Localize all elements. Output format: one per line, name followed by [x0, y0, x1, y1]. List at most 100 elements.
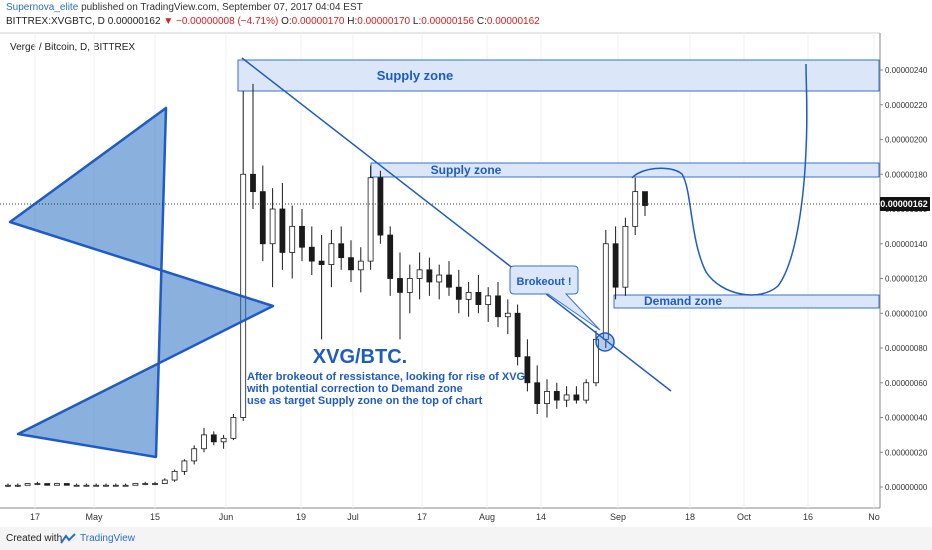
- supply-zone-mid-label: Supply zone: [431, 163, 502, 177]
- x-tick-label: Oct: [737, 512, 752, 522]
- tradingview-logo-icon: [60, 533, 76, 544]
- candle-body: [416, 269, 423, 279]
- candle-body: [279, 208, 286, 253]
- y-tick-label: 0.00000240: [885, 66, 928, 75]
- brokeout-label: Brokeout !: [517, 276, 572, 288]
- open-value: 0.00000170: [291, 16, 345, 27]
- y-tick-label: 0.00000100: [885, 309, 928, 318]
- candle-body: [436, 274, 443, 283]
- candle-body: [152, 483, 158, 485]
- candle-body: [632, 191, 639, 227]
- low-label: L:: [412, 16, 422, 27]
- created-with-text: Created with: [6, 533, 63, 544]
- candle-body: [289, 225, 296, 253]
- candle-body: [220, 437, 227, 443]
- y-tick-label: 0.00000080: [885, 344, 928, 353]
- candle-body: [259, 191, 266, 245]
- candle-body: [642, 191, 648, 206]
- price-chart[interactable]: 0.00000240 0.00000220 0.00000200 0.00000180…: [0, 0, 932, 527]
- star-drawing[interactable]: [8, 106, 275, 459]
- candle-body: [553, 391, 560, 401]
- x-tick-label: 18: [685, 512, 695, 522]
- supply-zone-top-label: Supply zone: [377, 68, 454, 83]
- symbol-line: BITTREX:XVGBTC, D: [6, 16, 105, 27]
- last-price: 0.00000162: [107, 16, 161, 27]
- x-tick-label: No: [868, 512, 880, 522]
- candle-body: [63, 483, 70, 486]
- chart-header: Supernova_elite published on TradingView…: [0, 0, 932, 32]
- candle-body: [54, 483, 60, 486]
- candle-body: [377, 177, 384, 236]
- published-text: published on TradingView.com, September …: [81, 2, 363, 13]
- demand-zone-label: Demand zone: [644, 294, 722, 308]
- candle-body: [14, 484, 21, 487]
- chart-title: Verge / Bitcoin, D, BITTREX: [10, 42, 136, 53]
- candle-body: [318, 260, 325, 265]
- candle-body: [132, 483, 139, 486]
- candle-body: [230, 417, 237, 439]
- candle-body: [602, 243, 609, 340]
- candle-body: [406, 278, 413, 293]
- y-tick-label: 0.00000180: [885, 170, 928, 179]
- projection-curve[interactable]: [631, 63, 808, 296]
- supply-zone-top[interactable]: [237, 59, 880, 92]
- candle-body: [485, 295, 492, 305]
- candle-body: [112, 484, 119, 487]
- candle-body: [83, 484, 90, 487]
- grid: [34, 33, 875, 508]
- candle-body: [446, 274, 452, 288]
- candle-body: [514, 312, 521, 358]
- x-tick-label: 15: [150, 512, 160, 522]
- close-value: 0.00000162: [486, 16, 540, 27]
- x-tick-label: May: [85, 512, 103, 522]
- candle-body: [161, 479, 168, 484]
- candle-body: [544, 391, 550, 405]
- price-axis: 0.00000240 0.00000220 0.00000200 0.00000180…: [880, 66, 928, 492]
- candle-body: [181, 460, 188, 472]
- author-link[interactable]: Supernova_elite: [6, 2, 79, 13]
- candle-body: [357, 260, 364, 271]
- candle-body: [455, 286, 462, 300]
- candle-body: [210, 434, 217, 443]
- y-tick-label: 0.00000060: [885, 379, 928, 388]
- x-tick-label: 19: [296, 512, 306, 522]
- candle-body: [534, 382, 541, 405]
- x-tick-label: 17: [417, 512, 427, 522]
- x-tick-label: 14: [536, 512, 546, 522]
- x-tick-label: 17: [30, 512, 40, 522]
- candle-body: [622, 225, 629, 288]
- close-label: C:: [476, 16, 487, 27]
- candle-body: [269, 208, 276, 245]
- breakout-circle[interactable]: [595, 332, 615, 352]
- candle-body: [44, 483, 51, 486]
- candle-body: [73, 484, 80, 487]
- note-line-3: use as target Supply zone on the top of …: [247, 395, 483, 407]
- y-tick-label: 0.00000000: [885, 483, 928, 492]
- candle-body: [563, 394, 570, 401]
- candle-body: [299, 225, 305, 248]
- y-tick-label: 0.00000040: [885, 414, 928, 423]
- current-price-tag: [880, 197, 930, 211]
- x-tick-label: 16: [803, 512, 813, 522]
- candle-body: [573, 394, 580, 401]
- candle-body: [24, 483, 31, 486]
- big-title: XVG/BTC.: [313, 346, 407, 368]
- candle-body: [5, 484, 11, 487]
- candle-body: [524, 356, 531, 384]
- candle-body: [122, 484, 129, 487]
- candle-body: [426, 269, 433, 283]
- tradingview-link[interactable]: TradingView: [80, 533, 136, 544]
- note-line-1: After brokeout of ressistance, looking f…: [247, 371, 525, 383]
- candle-body: [171, 470, 178, 481]
- candle-body: [308, 246, 315, 262]
- y-tick-label: 0.00000200: [885, 136, 928, 145]
- candle-body: [583, 382, 590, 401]
- publish-line: Supernova_elite published on TradingView…: [6, 2, 363, 13]
- y-tick-label: 0.00000120: [885, 275, 928, 284]
- ohlc-line: BITTREX:XVGBTC, D 0.00000162 ▼ −0.000000…: [6, 16, 540, 27]
- candle-body: [397, 278, 403, 293]
- brokeout-callout[interactable]: [509, 265, 601, 331]
- x-tick-label: Jul: [347, 512, 359, 522]
- low-value: 0.00000156: [421, 16, 475, 27]
- y-tick-label: 0.00000140: [885, 240, 928, 249]
